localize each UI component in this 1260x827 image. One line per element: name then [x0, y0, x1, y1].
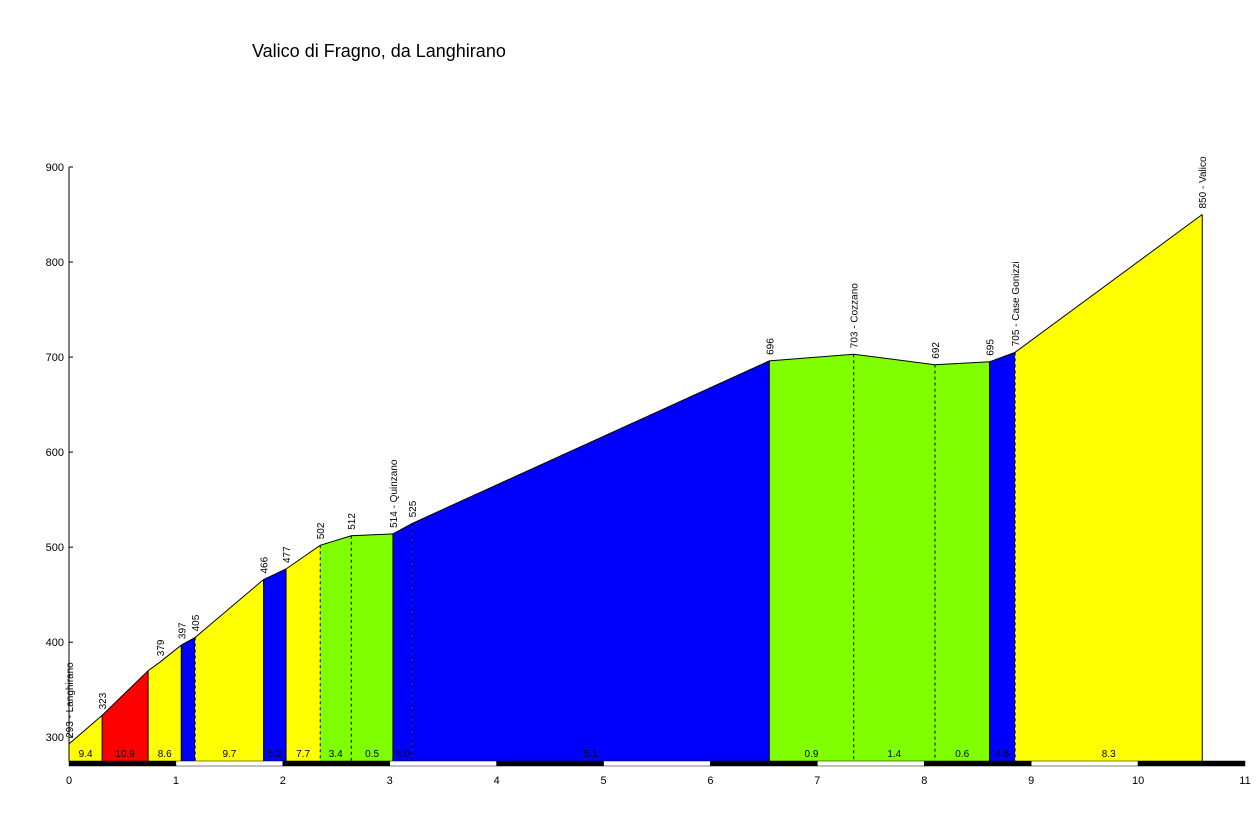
- elevation-point-label: 695: [986, 339, 997, 356]
- gradient-label: 10.9: [115, 749, 135, 760]
- x-tick-label: 1: [173, 775, 179, 787]
- km-scale-bar: [924, 760, 1032, 767]
- km-scale-bar: [710, 760, 818, 767]
- gradient-label: 8.6: [158, 749, 172, 760]
- profile-outline: [68, 214, 1203, 745]
- x-tick-label: 10: [1132, 775, 1144, 787]
- gradient-label: 9.7: [222, 749, 236, 760]
- gradient-label: 8.3: [1102, 749, 1116, 760]
- elevation-point-label: 405: [191, 614, 202, 631]
- km-scale-bar: [68, 760, 177, 767]
- gradient-label: 5.2: [268, 749, 282, 760]
- elevation-point-label: 323: [98, 692, 109, 709]
- gradient-label: 3.4: [329, 749, 343, 760]
- km-scale-bar: [817, 760, 925, 767]
- gradient-segment-fills: [69, 214, 1203, 761]
- gradient-label: 1.4: [887, 749, 901, 760]
- x-tick-label: 8: [921, 775, 927, 787]
- gradient-segment: [69, 715, 103, 761]
- x-tick-label: 7: [814, 775, 820, 787]
- gradient-segment: [320, 535, 352, 761]
- gradient-segment: [195, 579, 264, 761]
- gradient-segment: [351, 533, 393, 761]
- gradient-segment: [286, 545, 321, 761]
- gradient-segment: [934, 361, 990, 761]
- gradient-label: 7.7: [296, 749, 310, 760]
- elevation-point-label: 703 - Cozzano: [850, 283, 861, 348]
- x-tick-label: 6: [707, 775, 713, 787]
- gradient-label: 4.6: [995, 749, 1009, 760]
- km-scale-bar: [282, 760, 390, 767]
- km-scale-bar: [1030, 760, 1139, 767]
- point-labels: 293 - Langhirano 323 379 397 405 466 477 502 512…: [65, 156, 1209, 738]
- elevation-point-label: 692: [931, 342, 942, 359]
- km-scale-bar: [175, 760, 284, 767]
- segment-divider-lines: [68, 214, 1203, 761]
- x-tick-label: 9: [1028, 775, 1034, 787]
- gradient-label: 5.1: [584, 749, 598, 760]
- gradient-segment: [181, 637, 196, 761]
- profile-line: [68, 214, 1203, 745]
- x-tick-label: 0: [66, 775, 72, 787]
- elevation-point-label: 696: [765, 338, 776, 355]
- y-tick-label: 300: [46, 732, 64, 744]
- elevation-point-label: 293 - Langhirano: [65, 662, 76, 738]
- y-tick-label: 900: [46, 162, 64, 174]
- gradient-segment: [989, 352, 1016, 761]
- x-axis: 0 1 2 3 4 5 6 7 8 9 10 11: [66, 760, 1251, 787]
- gradient-label: 6.0: [396, 749, 410, 760]
- km-scale-bar: [603, 760, 711, 767]
- elevation-point-label: 705 - Case Gonizzi: [1011, 261, 1022, 346]
- elevation-point-label: 514 - Quinzano: [389, 459, 400, 528]
- km-scale-bar: [496, 760, 604, 767]
- gradient-labels: 9.4 10.9 8.6 9.7 5.2 7.7 3.4 0.5 6.0 5.1 0.9 1.4 0.6…: [79, 749, 1116, 760]
- km-scale-bar: [1137, 760, 1246, 767]
- elevation-point-label: 525: [408, 500, 419, 517]
- y-tick-label: 700: [46, 352, 64, 364]
- gradient-segment: [769, 354, 854, 761]
- gradient-segment: [412, 360, 770, 761]
- chart-title: Valico di Fragno, da Langhirano: [252, 41, 506, 61]
- elevation-point-label: 466: [260, 556, 271, 573]
- y-tick-label: 500: [46, 542, 64, 554]
- gradient-label: 0.9: [805, 749, 819, 760]
- gradient-segment: [392, 523, 413, 761]
- gradient-segment: [263, 569, 287, 761]
- x-tick-label: 3: [387, 775, 393, 787]
- x-tick-label: 4: [494, 775, 500, 787]
- elevation-point-label: 477: [282, 546, 293, 563]
- gradient-label: 0.6: [955, 749, 969, 760]
- elevation-point-label: 502: [316, 522, 327, 539]
- elevation-point-label: 850 - Valico: [1198, 156, 1209, 209]
- elevation-point-label: 379: [156, 639, 167, 656]
- gradient-segment: [102, 670, 149, 761]
- y-tick-label: 600: [46, 447, 64, 459]
- gradient-segment: [148, 645, 182, 761]
- y-axis: 300 400 500 600 700 800 900: [46, 162, 73, 761]
- gradient-label: 9.4: [79, 749, 93, 760]
- elevation-point-label: 397: [177, 622, 188, 639]
- x-tick-label: 2: [280, 775, 286, 787]
- y-tick-label: 400: [46, 637, 64, 649]
- y-tick-label: 800: [46, 257, 64, 269]
- gradient-segment: [853, 354, 935, 761]
- km-scale-bar: [389, 760, 497, 767]
- x-tick-label: 5: [600, 775, 606, 787]
- elevation-point-label: 512: [347, 513, 358, 530]
- gradient-segment: [1015, 214, 1203, 761]
- x-tick-label: 11: [1239, 775, 1250, 787]
- gradient-label: 0.5: [365, 749, 379, 760]
